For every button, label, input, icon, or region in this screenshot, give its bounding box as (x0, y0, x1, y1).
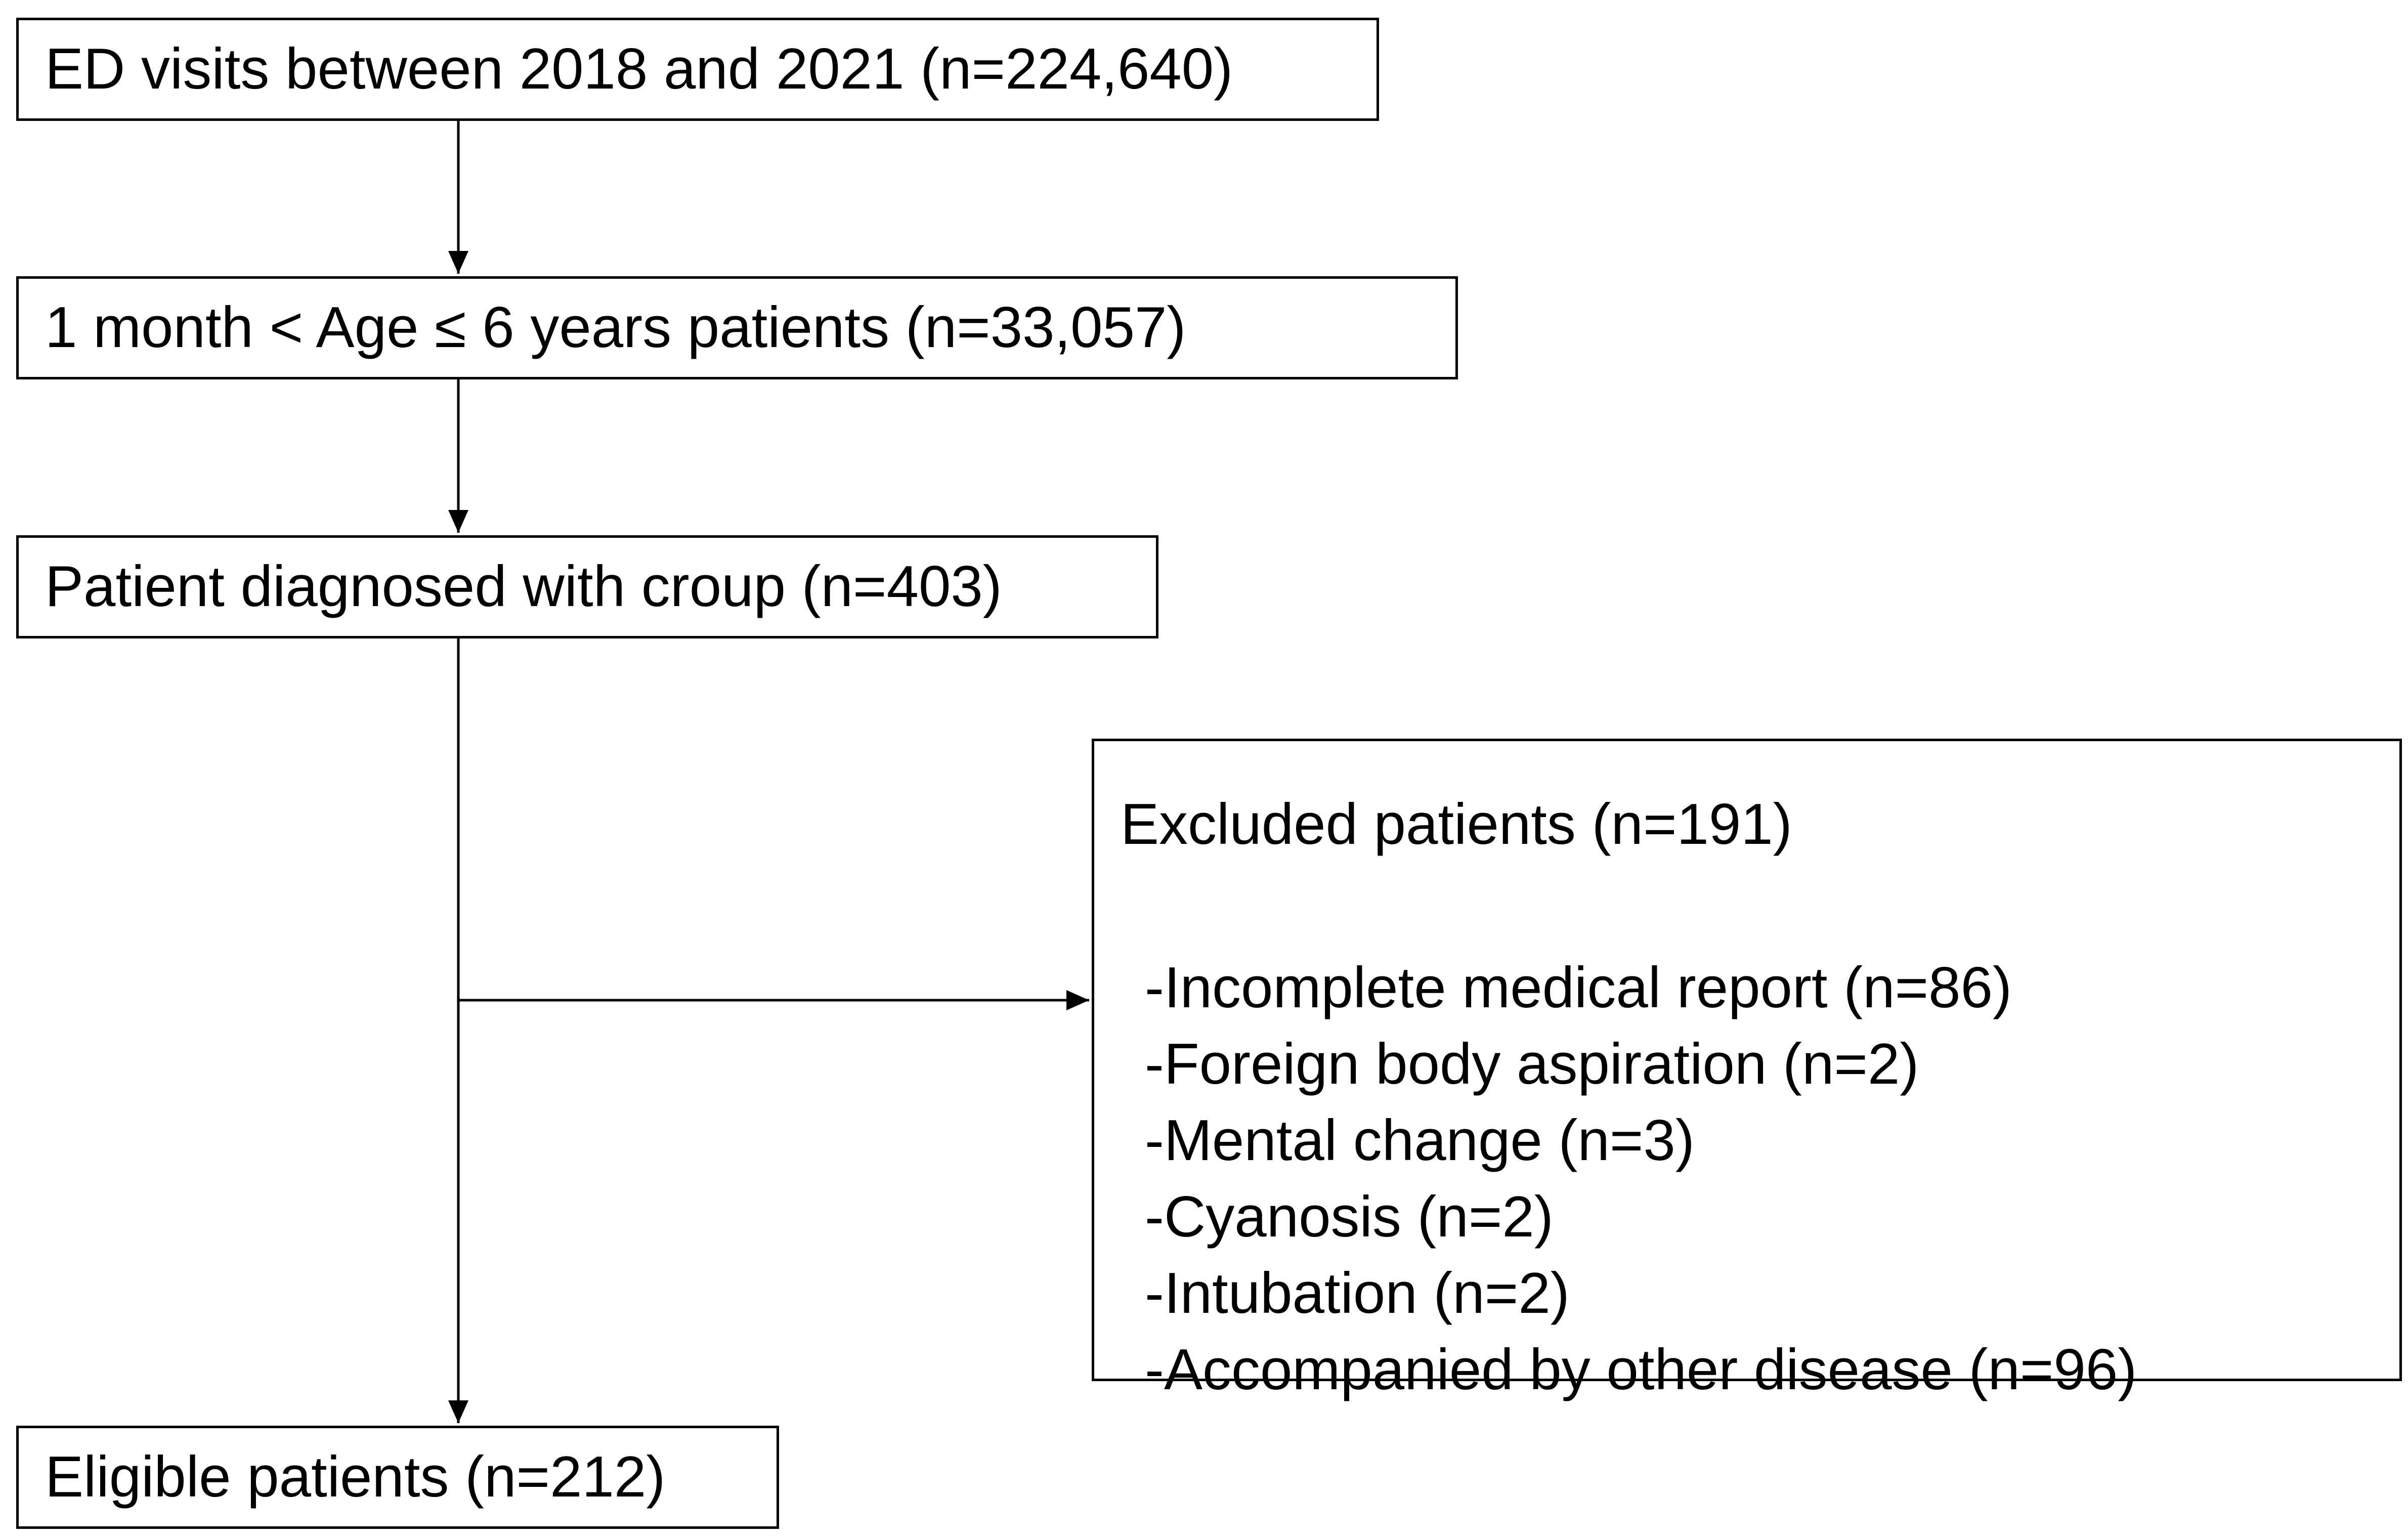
exclusion-reason: -Accompanied by other disease (n=96) (1145, 1338, 2137, 1402)
exclusion-reason: -Intubation (n=2) (1145, 1261, 1570, 1326)
eligible-patients-box: Eligible patients (n=212) (16, 1426, 779, 1529)
croup-diagnosis-box: Patient diagnosed with croup (n=403) (16, 535, 1158, 638)
age-filter-box: 1 month < Age ≤ 6 years patients (n=33,0… (16, 276, 1458, 379)
exclusion-reason: -Cyanosis (n=2) (1145, 1185, 1554, 1249)
exclusion-reason: -Incomplete medical report (n=86) (1145, 956, 2012, 1020)
eligible-patients-label: Eligible patients (n=212) (45, 1445, 666, 1509)
excluded-patients-title: Excluded patients (n=191) (1121, 792, 1792, 857)
exclusion-reasons-list: -Incomplete medical report (n=86) -Forei… (1145, 950, 2137, 1408)
croup-diagnosis-label: Patient diagnosed with croup (n=403) (45, 554, 1002, 619)
excluded-patients-box: Excluded patients (n=191) -Incomplete me… (1092, 739, 2402, 1402)
ed-visits-box: ED visits between 2018 and 2021 (n=224,6… (16, 18, 1379, 121)
age-filter-label: 1 month < Age ≤ 6 years patients (n=33,0… (45, 295, 1186, 360)
ed-visits-label: ED visits between 2018 and 2021 (n=224,6… (45, 37, 1233, 101)
exclusion-reason: -Mental change (n=3) (1145, 1108, 1695, 1173)
exclusion-reason: -Foreign body aspiration (n=2) (1145, 1032, 1919, 1096)
